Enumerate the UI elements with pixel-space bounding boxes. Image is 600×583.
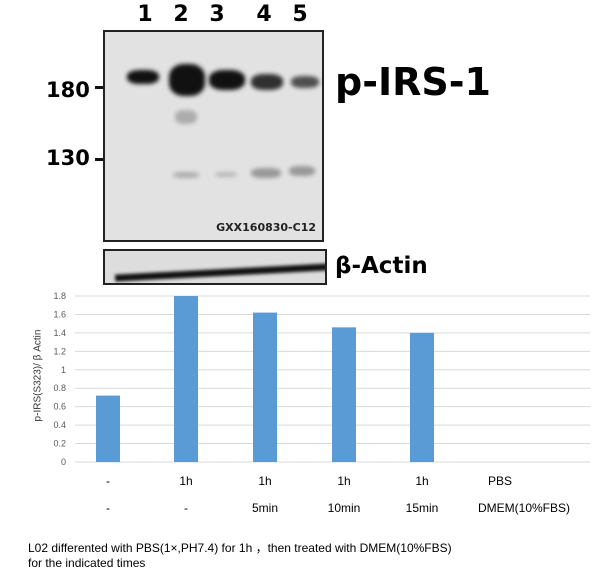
lane-label: 2: [173, 2, 189, 27]
x-label: 1h: [258, 474, 272, 488]
y-tick-label: 1.6: [53, 309, 66, 319]
x-label: 15min: [405, 501, 439, 515]
mw-marker-130: 130: [46, 146, 90, 170]
mw-marker-180: 180: [46, 78, 90, 102]
x-label: 1h: [337, 474, 351, 488]
lane-label: 1: [137, 2, 153, 27]
western-blot-actin: [103, 249, 327, 285]
p-irs1-label: p-IRS-1: [335, 60, 491, 104]
y-axis-label: p-IRS(S323)/ β Actin: [32, 329, 44, 422]
y-tick-label: 0.2: [53, 439, 66, 449]
x-label: 10min: [327, 501, 361, 515]
bar-4: [332, 327, 356, 462]
actin-label: β-Actin: [335, 253, 428, 279]
x-label: -: [106, 501, 110, 515]
x-label: -: [184, 501, 188, 515]
lane-label: 3: [209, 2, 225, 27]
y-tick-label: 0.6: [53, 402, 66, 412]
lane-label: 5: [292, 2, 308, 27]
bar-5: [410, 332, 434, 462]
y-tick-label: 1.8: [53, 291, 66, 301]
mw-tick: [95, 86, 103, 89]
y-tick-label: 1.2: [53, 346, 66, 356]
x-row-name: PBS: [488, 474, 513, 488]
y-tick-label: 1: [61, 365, 66, 375]
x-label: 1h: [415, 474, 429, 488]
caption-line-1: L02 differented with PBS(1×,PH7.4) for 1…: [28, 541, 452, 555]
bar-2: [174, 296, 198, 462]
lane-label: 4: [256, 2, 272, 27]
x-label: 5min: [251, 501, 278, 515]
x-label: 1h: [179, 474, 193, 488]
x-row-name: DMEM(10%FBS): [478, 501, 571, 515]
y-tick-label: 0: [61, 457, 66, 467]
bar-chart: 0 0.2 0.4 0.6 0.8 1 1.2 1.4 1.6 1.8: [53, 291, 590, 467]
sample-id: GXX160830-C12: [216, 221, 316, 234]
mw-tick: [95, 158, 103, 161]
y-tick-label: 0.8: [53, 383, 66, 393]
x-label: -: [106, 474, 110, 488]
bar-3: [253, 312, 277, 462]
y-tick-label: 1.4: [53, 328, 66, 338]
y-tick-label: 0.4: [53, 420, 66, 430]
bar-1: [96, 395, 120, 462]
caption-line-2: for the indicated times: [28, 556, 146, 570]
western-blot-p-irs1: GXX160830-C12: [103, 30, 324, 242]
